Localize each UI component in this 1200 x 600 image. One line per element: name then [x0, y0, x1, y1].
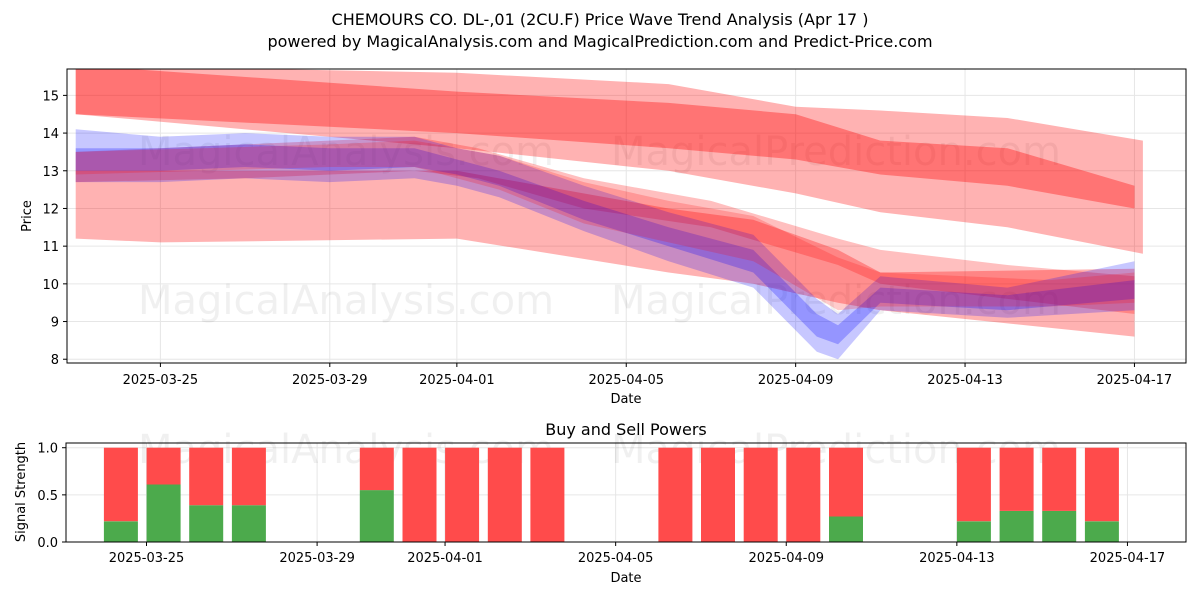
red-band-mid — [75, 136, 1135, 314]
buy-bar — [189, 505, 224, 542]
buy-bar — [359, 490, 394, 542]
buy-bar — [231, 505, 266, 542]
buy-sell-y-tick-label: 0.5 — [37, 489, 58, 504]
buy-sell-x-tick-label: 2025-04-01 — [407, 551, 483, 566]
price-x-label: Date — [610, 392, 641, 407]
purple-band — [75, 140, 1135, 311]
sell-bar — [743, 447, 778, 542]
watermark-analysis-2: MagicalAnalysis.com — [138, 278, 554, 324]
price-x-tick-label: 2025-04-09 — [758, 373, 834, 388]
buy-sell-y-axis: 0.0 0.5 1.0 — [37, 442, 66, 551]
price-watermarks: MagicalAnalysis.com MagicalPrediction.co… — [138, 129, 1061, 324]
price-y-tick-label: 13 — [42, 165, 59, 180]
price-x-tick-label: 2025-03-25 — [123, 373, 199, 388]
price-y-tick-label: 15 — [42, 89, 59, 104]
price-x-axis: 2025-03-25 2025-03-29 2025-04-01 2025-04-05… — [123, 363, 1173, 388]
sell-bar — [189, 447, 224, 506]
price-y-tick-label: 9 — [51, 316, 59, 331]
sell-bar — [359, 447, 394, 491]
buy-sell-y-tick-label: 1.0 — [37, 442, 58, 457]
sell-bar — [402, 447, 437, 542]
buy-sell-x-tick-label: 2025-04-09 — [748, 551, 824, 566]
buy-sell-x-tick-label: 2025-04-13 — [919, 551, 995, 566]
sell-bar — [103, 447, 138, 522]
chart-title-line2: powered by MagicalAnalysis.com and Magic… — [267, 32, 932, 51]
price-y-axis: 8 9 10 11 12 13 14 15 — [42, 89, 67, 368]
buy-sell-y-tick-label: 0.0 — [37, 536, 58, 551]
price-x-tick-label: 2025-04-17 — [1097, 373, 1173, 388]
buy-sell-y-label: Signal Strength — [14, 442, 29, 542]
buy-sell-x-tick-label: 2025-04-17 — [1090, 551, 1166, 566]
buy-bar — [829, 516, 863, 542]
sell-bar — [445, 447, 480, 542]
sell-bar — [956, 447, 991, 522]
sell-bar — [829, 447, 863, 517]
watermark-prediction: MagicalPrediction.com — [611, 129, 1061, 175]
sell-bar — [530, 447, 565, 542]
buy-bar — [103, 521, 138, 542]
red-band-upper-wide — [75, 69, 1143, 254]
buy-bar — [1042, 510, 1077, 542]
buy-sell-x-tick-label: 2025-04-05 — [578, 551, 654, 566]
sell-bar — [999, 447, 1034, 511]
sell-bar — [658, 447, 693, 542]
price-y-tick-label: 8 — [51, 353, 59, 368]
price-x-tick-label: 2025-04-05 — [588, 373, 664, 388]
buy-bar — [956, 521, 991, 542]
buy-sell-x-label: Date — [610, 571, 641, 586]
blue-band-main — [75, 129, 1135, 360]
red-band-lower-wide — [75, 170, 1135, 337]
buy-sell-x-axis: 2025-03-25 2025-03-29 2025-04-01 2025-04-05… — [109, 542, 1166, 566]
price-y-tick-label: 14 — [42, 127, 59, 142]
buy-sell-bars — [103, 447, 1119, 542]
buy-sell-plot-frame — [65, 442, 1187, 543]
sell-bar — [786, 447, 821, 542]
price-x-tick-label: 2025-04-01 — [419, 373, 495, 388]
price-wave-panel: MagicalAnalysis.com MagicalPrediction.co… — [20, 68, 1187, 407]
buy-sell-title: Buy and Sell Powers — [545, 420, 707, 439]
blue-band-core — [75, 144, 1135, 345]
buy-bar — [146, 484, 181, 542]
watermark-prediction-2: MagicalPrediction.com — [611, 278, 1061, 324]
price-y-tick-label: 10 — [42, 278, 59, 293]
chart-title-line1: CHEMOURS CO. DL-,01 (2CU.F) Price Wave T… — [332, 10, 869, 29]
price-grid — [67, 69, 1186, 363]
price-band-group — [75, 69, 1143, 360]
price-x-tick-label: 2025-03-29 — [292, 373, 368, 388]
watermark-analysis: MagicalAnalysis.com — [138, 129, 554, 175]
price-bands — [75, 69, 1143, 360]
buy-sell-x-tick-label: 2025-03-29 — [279, 551, 355, 566]
sell-bar — [1084, 447, 1119, 522]
red-band-upper-core — [75, 69, 1135, 209]
price-y-tick-label: 11 — [42, 240, 59, 255]
price-x-tick-label: 2025-04-13 — [927, 373, 1003, 388]
buy-sell-panel: Buy and Sell Powers MagicalAnalysis.com … — [14, 420, 1187, 586]
buy-bar — [999, 510, 1034, 542]
price-y-tick-label: 12 — [42, 202, 59, 217]
sell-bar — [1042, 447, 1077, 511]
sell-bar — [146, 447, 181, 485]
price-y-label: Price — [20, 200, 35, 232]
buy-bar — [1084, 521, 1119, 542]
sell-bar — [487, 447, 522, 542]
sell-bar — [231, 447, 266, 506]
buy-sell-x-tick-label: 2025-03-25 — [109, 551, 185, 566]
sell-bar — [701, 447, 735, 542]
